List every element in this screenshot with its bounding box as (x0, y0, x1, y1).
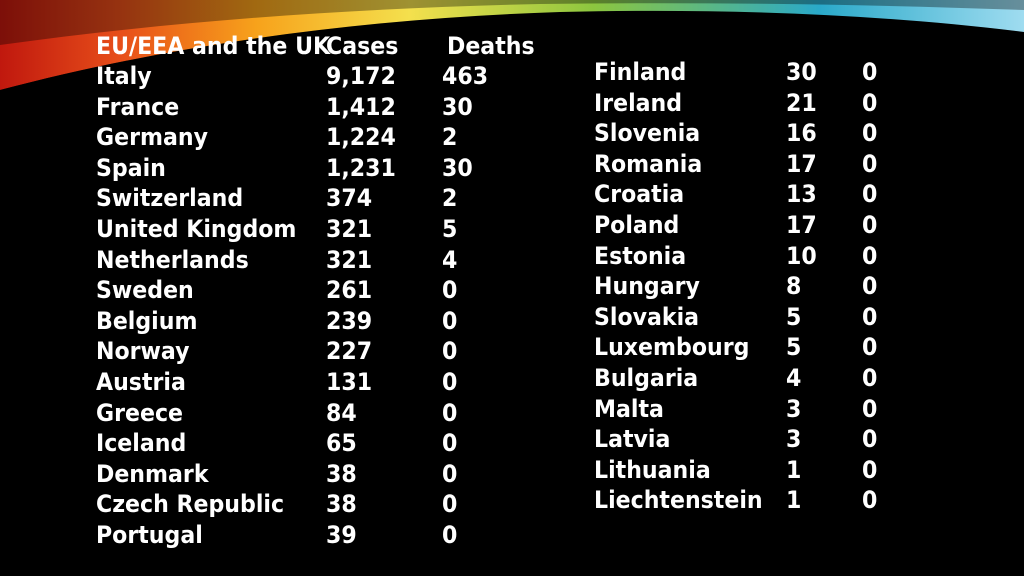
cases-value: 4 (786, 364, 802, 392)
country-name: Sweden (96, 276, 194, 305)
country-name: Slovakia (594, 302, 700, 331)
country-name: Spain (96, 153, 166, 182)
country-name: Germany (96, 123, 209, 152)
deaths-value: 0 (442, 368, 458, 396)
deaths-value: 0 (862, 180, 878, 209)
deaths-value: 0 (442, 337, 458, 366)
cases-value: 21 (786, 88, 817, 117)
country-name: Romania (594, 149, 703, 178)
cases-value: 1,412 (326, 92, 396, 121)
country-name: Lithuania (594, 455, 711, 484)
cases-value: 321 (326, 215, 373, 243)
deaths-value: 0 (862, 302, 878, 331)
cases-value: 8 (786, 272, 802, 301)
deaths-value: 0 (442, 521, 458, 549)
deaths-value: 0 (862, 425, 878, 454)
country-name: Poland (594, 211, 680, 239)
cases-value: 261 (326, 276, 373, 305)
country-name: Switzerland (96, 184, 244, 213)
deaths-value: 0 (442, 276, 458, 305)
deaths-value: 5 (442, 215, 458, 243)
cases-value: 227 (326, 337, 373, 366)
country-name: Estonia (594, 241, 687, 270)
deaths-value: 2 (442, 123, 458, 152)
cases-value: 38 (326, 490, 357, 519)
cases-value: 374 (326, 184, 373, 213)
country-name: Belgium (96, 306, 198, 335)
cases-value: 84 (326, 398, 357, 427)
cases-value: 1 (786, 486, 802, 515)
cases-value: 16 (786, 119, 817, 148)
country-name: Norway (96, 337, 190, 366)
country-name: Latvia (594, 425, 671, 454)
country-name: Malta (594, 394, 664, 423)
country-name: Portugal (96, 521, 203, 549)
country-name: Luxembourg (594, 333, 750, 362)
country-name: Greece (96, 398, 184, 427)
country-name: Czech Republic (96, 490, 285, 519)
cases-value: 1 (786, 455, 802, 484)
deaths-value: 0 (862, 272, 878, 301)
deaths-value: 0 (862, 149, 878, 178)
deaths-value: 30 (442, 153, 473, 182)
country-name: Iceland (96, 429, 187, 458)
cases-value: 131 (326, 368, 373, 396)
country-name: Austria (96, 368, 186, 396)
cases-value: 3 (786, 425, 802, 454)
deaths-value: 0 (862, 241, 878, 270)
cases-value: 5 (786, 333, 802, 362)
cases-value: 38 (326, 459, 357, 488)
country-name: Croatia (594, 180, 685, 209)
cases-value: 321 (326, 245, 373, 274)
deaths-value: 0 (862, 88, 878, 117)
cases-value: 5 (786, 302, 802, 331)
country-name: Ireland (594, 88, 683, 117)
deaths-value: 4 (442, 245, 458, 274)
country-name: Denmark (96, 459, 209, 488)
country-name: Netherlands (96, 245, 249, 274)
cases-value: 17 (786, 149, 817, 178)
deaths-value: 0 (862, 58, 878, 86)
deaths-value: 30 (442, 92, 473, 121)
header-deaths: Deaths (447, 32, 535, 60)
country-name: Slovenia (594, 119, 701, 148)
cases-value: 13 (786, 180, 817, 209)
deaths-value: 2 (442, 184, 458, 213)
cases-value: 1,224 (326, 123, 396, 152)
deaths-value: 0 (442, 398, 458, 427)
cases-value: 239 (326, 306, 373, 335)
cases-value: 17 (786, 211, 817, 239)
country-name: Finland (594, 58, 687, 86)
country-name: United Kingdom (96, 215, 297, 243)
header-region: EU/EEA and the UK (96, 32, 331, 60)
deaths-value: 0 (442, 306, 458, 335)
cases-value: 39 (326, 521, 357, 549)
deaths-value: 0 (442, 490, 458, 519)
deaths-value: 0 (862, 394, 878, 423)
deaths-value: 0 (862, 455, 878, 484)
deaths-value: 0 (862, 333, 878, 362)
cases-value: 3 (786, 394, 802, 423)
country-name: Hungary (594, 272, 700, 301)
deaths-value: 0 (862, 364, 878, 392)
cases-value: 65 (326, 429, 357, 458)
deaths-value: 0 (442, 429, 458, 458)
deaths-value: 0 (862, 119, 878, 148)
deaths-value: 0 (442, 459, 458, 488)
header-cases: Cases (326, 32, 399, 60)
cases-value: 1,231 (326, 153, 396, 182)
deaths-value: 0 (862, 486, 878, 515)
country-name: France (96, 92, 180, 121)
cases-value: 9,172 (326, 62, 396, 90)
country-name: Bulgaria (594, 364, 699, 392)
deaths-value: 0 (862, 211, 878, 239)
deaths-value: 463 (442, 62, 489, 90)
cases-value: 30 (786, 58, 817, 86)
country-name: Liechtenstein (594, 486, 763, 515)
country-name: Italy (96, 62, 152, 90)
cases-value: 10 (786, 241, 817, 270)
